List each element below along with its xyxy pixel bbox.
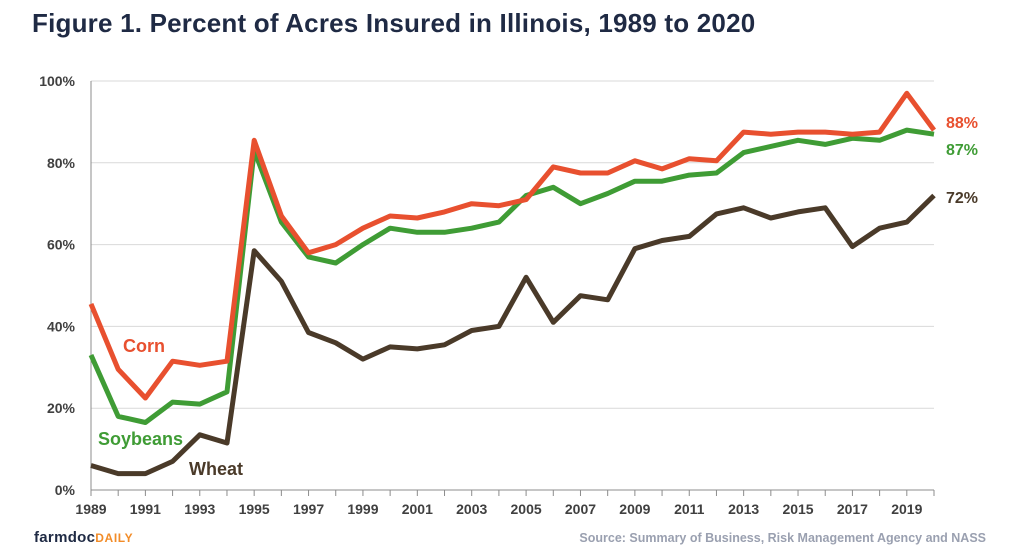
x-tick-label: 1995 [239, 501, 270, 517]
y-tick-label: 100% [39, 73, 75, 89]
x-tick-label: 2003 [456, 501, 487, 517]
x-tick-label: 2001 [402, 501, 433, 517]
brand-main: farmdoc [34, 529, 96, 546]
series-line-wheat [90, 193, 936, 477]
chart-title: Figure 1. Percent of Acres Insured in Il… [32, 8, 756, 38]
y-tick-label: 40% [47, 318, 76, 334]
y-tick-label: 80% [47, 155, 76, 171]
x-tick-label: 2007 [565, 501, 596, 517]
source-note: Source: Summary of Business, Risk Manage… [579, 531, 986, 545]
end-value-label-corn: 88% [946, 115, 978, 132]
y-tick-label: 0% [55, 482, 76, 498]
brand-logo: farmdocDAILY [34, 529, 133, 546]
x-tick-label: 2019 [891, 501, 922, 517]
x-tick-label: 2017 [837, 501, 868, 517]
axes: 0% 20% 40% 60% 80% 100% 1989 1991 1993 1995 1997 19… [39, 73, 935, 517]
x-tick-label: 1997 [293, 501, 324, 517]
x-tick-label: 2013 [728, 501, 759, 517]
series-name-soybeans: Soybeans [98, 429, 183, 449]
series-lines [88, 90, 937, 477]
series-line-corn [88, 90, 937, 401]
x-tick-label: 1993 [184, 501, 215, 517]
brand-suffix: DAILY [95, 531, 134, 545]
x-tick-label: 2015 [782, 501, 813, 517]
series-name-wheat: Wheat [189, 459, 243, 479]
series-line-soybeans [88, 127, 935, 425]
x-tick-label: 1999 [347, 501, 378, 517]
end-value-label-soybeans: 87% [946, 142, 978, 159]
x-tick-label: 2005 [511, 501, 542, 517]
series-name-corn: Corn [123, 336, 165, 356]
y-tick-label: 60% [47, 237, 76, 253]
y-tick-label: 20% [47, 400, 76, 416]
end-value-label-wheat: 72% [946, 190, 978, 207]
x-tick-label: 2009 [619, 501, 650, 517]
x-tick-label: 2011 [674, 501, 705, 517]
x-tick-label: 1989 [75, 501, 106, 517]
x-tick-label: 1991 [130, 501, 161, 517]
series-labels: Corn Soybeans Wheat 88% 87% 72% [98, 115, 978, 479]
